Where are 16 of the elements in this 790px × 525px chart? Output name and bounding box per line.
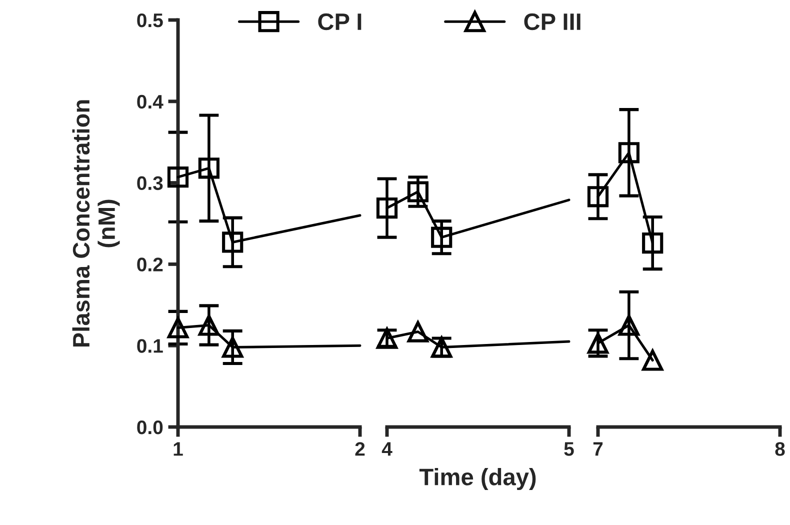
x-tick-label: 4 [382, 442, 392, 456]
y-tick-label: 0.2 [137, 258, 163, 272]
y-tick-label: 0.5 [137, 13, 163, 28]
y-tick-label: 0.4 [137, 94, 164, 109]
x-tick-label: 1 [174, 442, 183, 456]
legend-label: CP I [318, 13, 362, 30]
x-tick-label: 7 [593, 442, 603, 456]
y-tick-label: 0.1 [137, 339, 163, 353]
x-axis-title: Time (day) [419, 468, 536, 490]
y-axis-title: Plasma Concentration (nM) [72, 100, 120, 347]
y-tick-label: 0.0 [137, 420, 163, 434]
x-tick-label: 2 [355, 442, 365, 456]
x-tick-label: 8 [775, 442, 785, 456]
x-tick-label: 5 [564, 442, 574, 456]
y-tick-label: 0.3 [137, 176, 163, 190]
legend-label: CP III [524, 13, 580, 30]
